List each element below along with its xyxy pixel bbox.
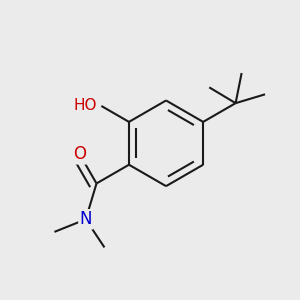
- Text: HO: HO: [74, 98, 98, 113]
- Text: O: O: [73, 145, 86, 163]
- Text: N: N: [80, 210, 92, 228]
